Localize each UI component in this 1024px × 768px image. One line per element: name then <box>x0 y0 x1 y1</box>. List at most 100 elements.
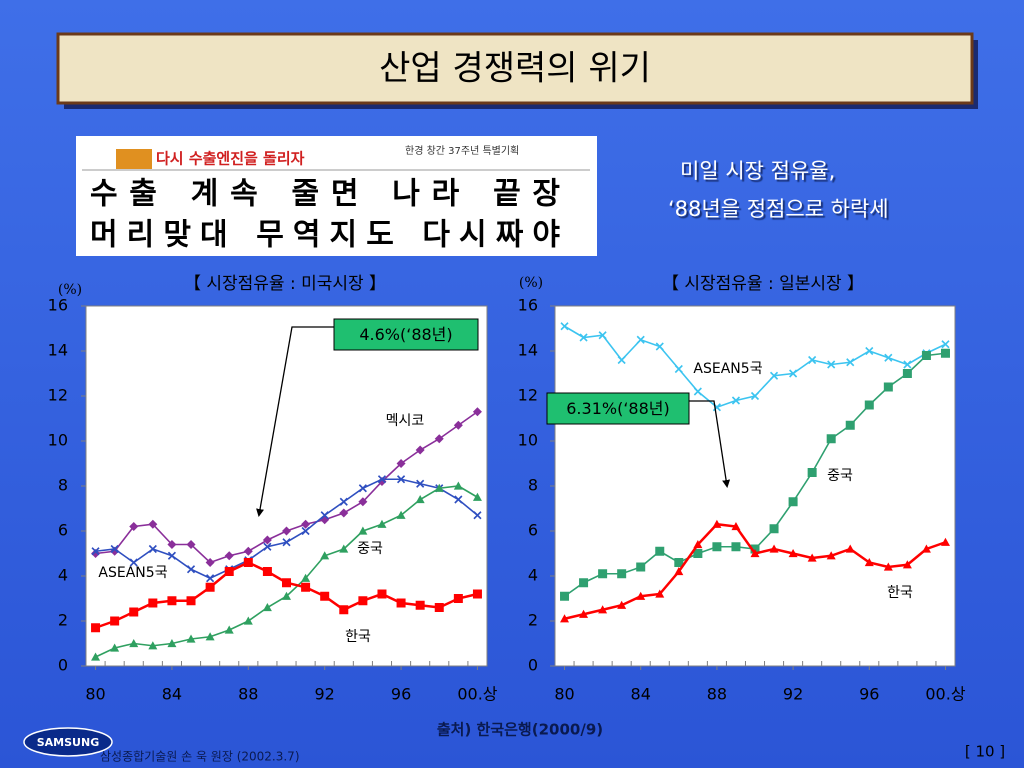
marker <box>579 578 589 588</box>
news-icon <box>116 149 152 169</box>
marker <box>864 400 874 410</box>
y-tick-label: 2 <box>528 611 538 630</box>
marker <box>941 340 950 349</box>
y-tick-label: 12 <box>518 386 538 405</box>
y-tick-label: 14 <box>48 341 68 360</box>
news-masthead: 한경 창간 37주년 특별기획 <box>405 144 519 157</box>
marker <box>301 519 311 529</box>
y-axis-label: (%) <box>58 282 82 298</box>
marker <box>377 519 387 528</box>
marker <box>453 481 463 490</box>
marker <box>579 333 588 342</box>
x-tick-label: 80 <box>85 685 105 704</box>
x-tick-label: 88 <box>707 685 727 704</box>
marker <box>339 508 349 518</box>
marker <box>472 492 482 501</box>
marker <box>415 495 425 504</box>
y-tick-label: 4 <box>528 566 538 585</box>
marker <box>788 549 798 558</box>
marker <box>320 591 330 601</box>
marker <box>940 348 950 358</box>
series-label: 한국 <box>345 629 371 645</box>
title-box <box>56 32 974 105</box>
marker <box>617 355 626 365</box>
y-tick-label: 12 <box>48 386 68 405</box>
marker <box>415 600 425 610</box>
marker <box>129 639 139 648</box>
x-tick-label: 96 <box>859 685 879 704</box>
marker <box>301 573 311 582</box>
marker <box>148 641 158 650</box>
marker <box>454 495 463 504</box>
y-tick-label: 16 <box>518 296 538 315</box>
marker <box>769 524 779 534</box>
chart-title: 【 시장점유율 : 일본시장 】 <box>662 274 864 294</box>
marker <box>769 544 779 553</box>
x-tick-label: 92 <box>783 685 803 704</box>
marker <box>396 459 406 468</box>
marker <box>731 522 741 531</box>
marker <box>750 391 760 401</box>
marker <box>263 542 272 551</box>
annotation-box <box>546 392 690 425</box>
news-background <box>76 136 597 256</box>
marker <box>301 526 310 536</box>
marker <box>598 605 608 614</box>
marker <box>845 420 855 430</box>
marker <box>617 600 627 609</box>
y-tick-label: 10 <box>48 431 68 450</box>
marker <box>750 549 760 558</box>
marker <box>282 591 291 600</box>
marker <box>167 596 177 606</box>
annotation-arrow <box>256 326 334 517</box>
y-tick-label: 10 <box>518 431 538 450</box>
marker <box>186 596 196 606</box>
marker <box>453 594 463 603</box>
footer: 삼성종합기술원 손 욱 원장 (2002.3.7) <box>100 750 300 764</box>
y-tick-label: 14 <box>518 341 538 360</box>
marker <box>636 591 646 600</box>
marker <box>693 387 702 396</box>
marker <box>808 355 817 365</box>
y-tick-label: 6 <box>528 521 538 540</box>
marker <box>358 484 367 493</box>
y-tick-label: 4 <box>58 566 68 585</box>
y-tick-label: 2 <box>58 611 68 630</box>
series-label: 한국 <box>887 585 913 601</box>
marker <box>579 609 589 618</box>
marker <box>262 603 272 612</box>
marker <box>903 360 912 369</box>
x-tick-label: 92 <box>315 685 335 704</box>
marker <box>91 547 100 556</box>
page-number: [ 10 ] <box>965 743 1005 761</box>
marker <box>434 483 444 492</box>
marker <box>282 538 291 547</box>
marker <box>846 358 855 367</box>
marker <box>655 546 665 556</box>
marker <box>902 560 912 569</box>
annotation-arrow <box>689 400 731 488</box>
source: 출처) 한국은행(2000/9) <box>437 721 603 739</box>
marker <box>807 553 817 562</box>
marker <box>712 519 722 528</box>
marker <box>921 544 931 553</box>
x-tick-label: 96 <box>391 685 411 704</box>
x-tick-label: 80 <box>554 685 574 704</box>
marker <box>377 589 387 599</box>
marker <box>434 603 444 612</box>
marker <box>731 542 741 552</box>
news-kicker: 다시 수출엔진을 돌리자 <box>156 150 305 168</box>
y-tick-label: 8 <box>58 476 68 495</box>
marker <box>655 589 665 598</box>
marker <box>243 616 253 625</box>
marker <box>560 591 570 601</box>
logo-text: SAMSUNG <box>37 736 99 749</box>
x-tick-label: 00.상 <box>925 685 965 704</box>
y-axis-label: (%) <box>519 275 543 291</box>
marker <box>416 479 425 488</box>
marker <box>224 551 234 561</box>
marker <box>769 371 779 380</box>
marker <box>883 382 893 392</box>
marker <box>883 562 893 571</box>
bullet: 미일 시장 점유율, <box>680 159 835 183</box>
